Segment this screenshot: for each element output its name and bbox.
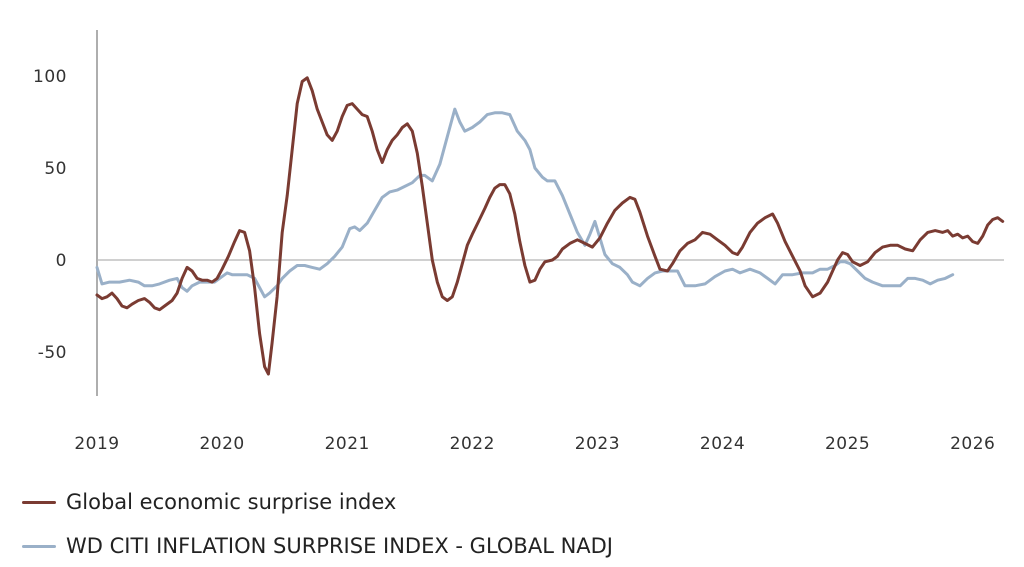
legend-swatch-economic-surprise — [22, 500, 56, 504]
y-axis: 100 50 0 -50 — [33, 30, 1004, 396]
legend-label-inflation-surprise: WD CITI INFLATION SURPRISE INDEX - GLOBA… — [66, 534, 614, 558]
series-line-economic-surprise — [95, 76, 1005, 376]
x-tick-label: 2022 — [450, 434, 495, 454]
legend-item-economic-surprise: Global economic surprise index — [22, 490, 396, 514]
x-tick-label: 2024 — [700, 434, 745, 454]
x-tick-label: 2025 — [825, 434, 870, 454]
x-tick-label: 2021 — [325, 434, 370, 454]
y-tick-label: -50 — [38, 343, 67, 363]
x-tick-label: 2019 — [74, 434, 119, 454]
series-lines — [95, 76, 1005, 376]
legend-label-economic-surprise: Global economic surprise index — [66, 490, 397, 514]
x-axis: 2019 2020 2021 2022 2023 2024 2025 2026 — [74, 434, 995, 454]
x-tick-label: 2026 — [950, 434, 995, 454]
legend-item-inflation-surprise: WD CITI INFLATION SURPRISE INDEX - GLOBA… — [22, 534, 613, 558]
x-tick-label: 2023 — [575, 434, 620, 454]
series-line-inflation-surprise — [95, 107, 955, 299]
y-tick-label: 0 — [56, 251, 67, 271]
y-tick-label: 50 — [44, 159, 67, 179]
y-tick-label: 100 — [33, 67, 67, 87]
x-tick-label: 2020 — [199, 434, 244, 454]
legend-swatch-inflation-surprise — [22, 544, 56, 548]
